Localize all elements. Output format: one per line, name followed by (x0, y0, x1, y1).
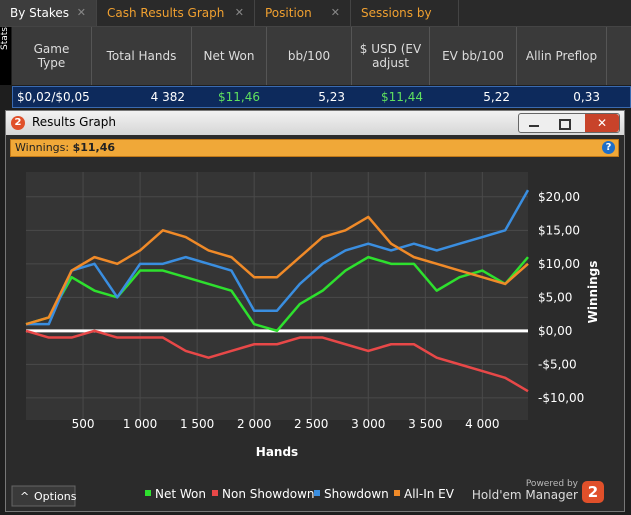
tab[interactable]: Cash Results Graph ✕ (97, 0, 255, 26)
window-controls[interactable]: ✕ (518, 113, 620, 133)
plot-area (26, 172, 528, 420)
legend-swatch (314, 490, 320, 496)
x-tick-label: 1 500 (180, 417, 214, 431)
y-tick-label: $5,00 (538, 290, 572, 304)
x-tick-label: 3 500 (408, 417, 442, 431)
table-cell: 5,23 (318, 90, 345, 104)
tab-label: By Stakes (10, 6, 69, 20)
column-header[interactable]: Net Won (192, 27, 267, 85)
x-tick-label: 3 000 (351, 417, 385, 431)
y-tick-label: $10,00 (538, 257, 580, 271)
y-tick-label: -$10,00 (538, 391, 584, 405)
legend-swatch (212, 490, 218, 496)
maximize-button[interactable] (559, 119, 571, 130)
table-cell: $11,44 (381, 90, 423, 104)
column-header[interactable]: Game Type (12, 27, 92, 85)
powered-by: Powered by (526, 479, 579, 489)
tab-bar: By Stakes ✕ Cash Results Graph ✕ Position ✕ Se… (0, 0, 631, 46)
winnings-label: Winnings: (15, 141, 70, 154)
legend-swatch (145, 490, 151, 496)
legend-label: All-In EV (404, 487, 455, 501)
legend-label: Non Showdown (222, 487, 315, 501)
help-icon[interactable]: ? (602, 141, 615, 154)
tab-close[interactable]: ✕ (76, 6, 86, 19)
x-tick-label: 2 000 (237, 417, 271, 431)
column-header[interactable]: bb/100 (267, 27, 352, 85)
column-header[interactable]: $ USD (EV adjust (352, 27, 430, 85)
x-tick-label: 2 500 (294, 417, 328, 431)
winnings-value: $11,46 (72, 141, 116, 154)
legend-swatch (394, 490, 400, 496)
x-tick-label: 1 000 (123, 417, 157, 431)
x-tick-label: 500 (72, 417, 95, 431)
table-header: Game Type Total Hands Net Won bb/100 $ USD (… (12, 27, 631, 85)
table-cell: 5,22 (483, 90, 510, 104)
table-cell: 4 382 (150, 90, 185, 104)
window-title-bar: 2 Results Graph ✕ (6, 111, 624, 135)
tab-label: Cash Results Graph (107, 6, 225, 20)
window-title: Results Graph (32, 115, 116, 129)
series-line (26, 189, 530, 326)
y-tick-label: $15,00 (538, 223, 580, 237)
tab-close[interactable]: ✕ (330, 6, 340, 19)
brand-logo (582, 481, 604, 503)
y-tick-label: -$5,00 (538, 357, 577, 371)
brand: Hold'em Manager (472, 488, 578, 502)
x-axis-title: Hands (256, 445, 298, 459)
table-row[interactable]: $0,02/$0,05 NI4 382$11,465,23$11,445,220… (12, 86, 631, 124)
tab[interactable]: Position ✕ (255, 0, 351, 26)
column-header[interactable]: Allin Preflop (517, 27, 607, 85)
tab[interactable]: By Stakes ✕ (0, 0, 97, 26)
minimize-button[interactable] (529, 125, 539, 127)
options-label: Options (34, 490, 77, 503)
y-tick-label: $20,00 (538, 190, 580, 204)
tab-label: Position (265, 6, 312, 20)
table-cell: $11,46 (218, 90, 260, 104)
tab-close[interactable]: ✕ (234, 6, 244, 19)
legend-label: Showdown (324, 487, 389, 501)
window-logo: 2 (11, 116, 25, 130)
winnings-bar: Winnings: $11,46 ? (10, 139, 619, 157)
close-button[interactable]: ✕ (585, 114, 619, 132)
options-caret: ^ (20, 490, 29, 503)
x-tick-label: 4 000 (465, 417, 499, 431)
brand-logo-text: 2 (588, 483, 598, 501)
table-cell: 0,33 (573, 90, 600, 104)
y-tick-label: $0,00 (538, 324, 572, 338)
y-axis-title: Winnings (586, 261, 600, 324)
series-line (25, 329, 529, 393)
series-line (25, 255, 529, 333)
column-header[interactable]: Total Hands (92, 27, 192, 85)
series-line (25, 215, 529, 326)
column-header[interactable]: EV bb/100 (430, 27, 517, 85)
legend-label: Net Won (155, 487, 206, 501)
options-button[interactable] (11, 485, 76, 507)
